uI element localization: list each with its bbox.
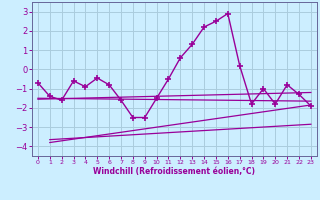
X-axis label: Windchill (Refroidissement éolien,°C): Windchill (Refroidissement éolien,°C) bbox=[93, 167, 255, 176]
